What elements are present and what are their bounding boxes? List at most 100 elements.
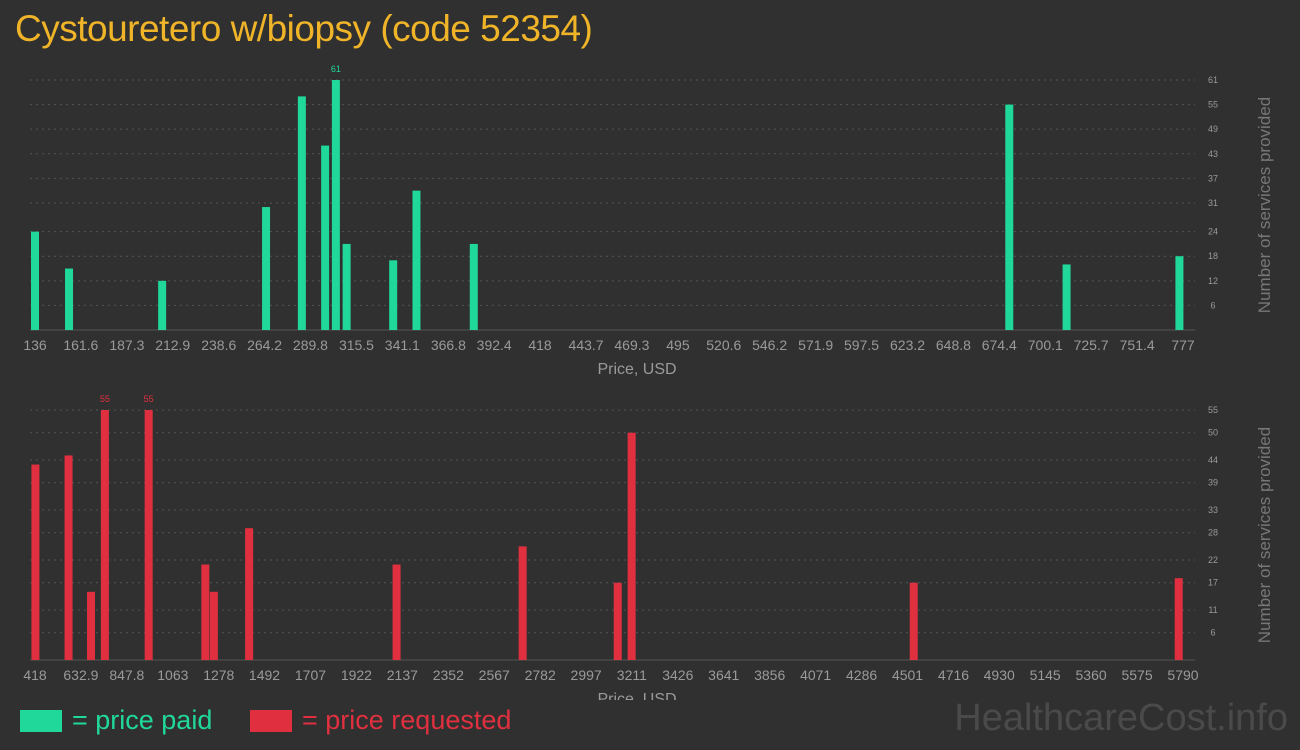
bar bbox=[100, 410, 109, 660]
chart-title: Cystouretero w/biopsy (code 52354) bbox=[15, 8, 593, 49]
x-tick-label: 5360 bbox=[1076, 667, 1107, 683]
x-tick-label: 289.8 bbox=[293, 337, 328, 353]
legend-paid-label: = price paid bbox=[72, 705, 213, 735]
x-tick-label: 4716 bbox=[938, 667, 969, 683]
x-tick-label: 418 bbox=[528, 337, 552, 353]
bar bbox=[389, 260, 398, 330]
x-tick-label: 3641 bbox=[708, 667, 739, 683]
y-tick-label: 22 bbox=[1208, 555, 1218, 565]
bar bbox=[31, 464, 40, 660]
y-tick-label: 43 bbox=[1208, 149, 1218, 159]
x-tick-label: 4286 bbox=[846, 667, 877, 683]
x-tick-label: 571.9 bbox=[798, 337, 833, 353]
watermark: HealthcareCost.info bbox=[954, 697, 1288, 739]
x-tick-label: 751.4 bbox=[1120, 337, 1155, 353]
y-tick-label: 17 bbox=[1208, 578, 1218, 588]
price-requested-chart: 6 11 17 22 28 33 39 44 50 55 55 55 418 632.9 847.8 1063… bbox=[23, 394, 1274, 700]
bar bbox=[262, 207, 271, 330]
bar bbox=[1174, 578, 1183, 660]
x-tick-label: 2137 bbox=[387, 667, 418, 683]
x-tick-label: 341.1 bbox=[385, 337, 420, 353]
bar bbox=[31, 231, 39, 330]
x-tick-label: 1707 bbox=[295, 667, 326, 683]
x-tick-label: 700.1 bbox=[1028, 337, 1063, 353]
x-tick-label: 4930 bbox=[984, 667, 1015, 683]
x-tick-label: 2997 bbox=[571, 667, 602, 683]
y-tick-label: 55 bbox=[1208, 100, 1218, 110]
bar bbox=[158, 280, 167, 330]
y-axis-title: Number of services provided bbox=[1255, 97, 1274, 313]
y-tick-label: 18 bbox=[1208, 251, 1218, 261]
x-tick-label: 2567 bbox=[479, 667, 510, 683]
x-tick-label: 2782 bbox=[525, 667, 556, 683]
data-label: 55 bbox=[144, 394, 154, 404]
y-tick-label: 24 bbox=[1208, 227, 1218, 237]
legend-paid-swatch bbox=[20, 709, 62, 732]
bar bbox=[909, 582, 918, 660]
x-tick-label: 264.2 bbox=[247, 337, 282, 353]
x-tick-label: 3426 bbox=[662, 667, 693, 683]
x-tick-label: 5790 bbox=[1167, 667, 1198, 683]
x-axis-title: Price, USD bbox=[597, 361, 676, 378]
x-tick-label: 418 bbox=[23, 667, 47, 683]
y-tick-label: 31 bbox=[1208, 198, 1218, 208]
x-tick-label: 5575 bbox=[1121, 667, 1152, 683]
x-tick-label: 648.8 bbox=[936, 337, 971, 353]
y-tick-label: 61 bbox=[1208, 75, 1218, 85]
bar bbox=[144, 410, 153, 660]
x-tick-label: 1063 bbox=[157, 667, 188, 683]
x-tick-label: 161.6 bbox=[63, 337, 98, 353]
y-tick-label: 6 bbox=[1210, 300, 1215, 310]
x-tick-label: 597.5 bbox=[844, 337, 879, 353]
x-tick-label: 4501 bbox=[892, 667, 923, 683]
legend-requested-label: = price requested bbox=[302, 705, 512, 735]
bar bbox=[1175, 256, 1184, 330]
x-tick-label: 623.2 bbox=[890, 337, 925, 353]
y-tick-label: 44 bbox=[1208, 455, 1218, 465]
bar bbox=[613, 582, 622, 660]
x-tick-label: 2352 bbox=[433, 667, 464, 683]
x-tick-label: 5145 bbox=[1030, 667, 1061, 683]
y-tick-label: 50 bbox=[1208, 428, 1218, 438]
data-label: 61 bbox=[331, 64, 341, 74]
bar bbox=[201, 564, 210, 660]
x-axis-title: Price, USD bbox=[597, 691, 676, 700]
data-label: 55 bbox=[100, 394, 110, 404]
y-tick-label: 49 bbox=[1208, 124, 1218, 134]
legend-requested: = price requested bbox=[250, 705, 511, 736]
bar bbox=[342, 243, 351, 330]
x-tick-label: 3856 bbox=[754, 667, 785, 683]
x-tick-label: 366.8 bbox=[431, 337, 466, 353]
x-tick-label: 847.8 bbox=[109, 667, 144, 683]
bar bbox=[86, 591, 95, 660]
legend-requested-swatch bbox=[250, 709, 292, 732]
x-tick-label: 725.7 bbox=[1074, 337, 1109, 353]
y-tick-label: 37 bbox=[1208, 173, 1218, 183]
y-tick-label: 33 bbox=[1208, 505, 1218, 515]
bar bbox=[331, 80, 340, 330]
x-tick-label: 495 bbox=[666, 337, 690, 353]
y-tick-label: 11 bbox=[1208, 605, 1217, 615]
bar bbox=[1005, 104, 1014, 330]
price-paid-chart: 6 12 18 24 31 37 43 49 55 61 61 136 161.6 187.3 212.9 2… bbox=[23, 64, 1274, 378]
bar bbox=[412, 190, 421, 330]
bar bbox=[392, 564, 401, 660]
x-tick-label: 443.7 bbox=[569, 337, 604, 353]
bar bbox=[1062, 264, 1071, 330]
x-tick-label: 1492 bbox=[249, 667, 280, 683]
x-tick-label: 212.9 bbox=[155, 337, 190, 353]
y-tick-label: 55 bbox=[1208, 405, 1218, 415]
y-tick-label: 39 bbox=[1208, 478, 1218, 488]
bar bbox=[65, 268, 74, 330]
x-tick-label: 1922 bbox=[341, 667, 372, 683]
y-tick-label: 28 bbox=[1208, 528, 1218, 538]
x-tick-label: 4071 bbox=[800, 667, 831, 683]
bar bbox=[518, 546, 527, 660]
y-tick-label: 12 bbox=[1208, 276, 1218, 286]
bar bbox=[627, 432, 636, 660]
x-tick-label: 546.2 bbox=[752, 337, 787, 353]
y-tick-label: 6 bbox=[1210, 628, 1215, 638]
y-axis-title: Number of services provided bbox=[1255, 427, 1274, 643]
x-tick-label: 674.4 bbox=[982, 337, 1017, 353]
bar bbox=[245, 528, 254, 660]
